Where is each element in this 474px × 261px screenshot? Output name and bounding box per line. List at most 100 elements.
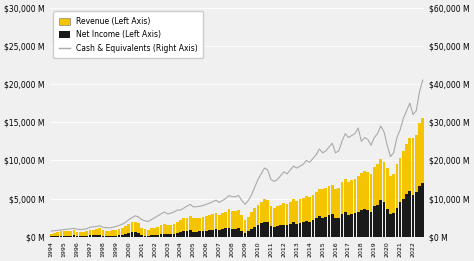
- Bar: [208, 230, 211, 237]
- Bar: [273, 227, 275, 237]
- Bar: [224, 228, 227, 237]
- Bar: [409, 191, 411, 237]
- Bar: [199, 218, 201, 237]
- Bar: [189, 216, 191, 237]
- Bar: [366, 172, 369, 237]
- Bar: [50, 234, 53, 237]
- Bar: [131, 232, 133, 237]
- Bar: [73, 230, 75, 237]
- Bar: [192, 232, 195, 237]
- Bar: [98, 228, 101, 237]
- Bar: [305, 221, 308, 237]
- Bar: [215, 213, 218, 237]
- Bar: [350, 180, 353, 237]
- Bar: [383, 162, 385, 237]
- Bar: [105, 236, 108, 237]
- Bar: [392, 174, 395, 237]
- Bar: [160, 234, 163, 237]
- Bar: [399, 203, 401, 237]
- Bar: [179, 232, 182, 237]
- Bar: [192, 218, 195, 237]
- Bar: [185, 231, 188, 237]
- Bar: [321, 218, 324, 237]
- Bar: [156, 227, 159, 237]
- Bar: [76, 232, 79, 237]
- Bar: [56, 236, 59, 237]
- Bar: [386, 168, 389, 237]
- Bar: [273, 208, 275, 237]
- Bar: [383, 203, 385, 237]
- Bar: [150, 228, 153, 237]
- Bar: [101, 230, 104, 237]
- Bar: [131, 222, 133, 237]
- Bar: [292, 199, 295, 237]
- Bar: [286, 225, 289, 237]
- Bar: [140, 228, 143, 237]
- Bar: [318, 216, 321, 237]
- Bar: [299, 223, 301, 237]
- Bar: [289, 202, 292, 237]
- Bar: [108, 231, 111, 237]
- Bar: [85, 236, 88, 237]
- Bar: [373, 167, 376, 237]
- Bar: [325, 217, 327, 237]
- Bar: [121, 235, 124, 237]
- Bar: [256, 225, 259, 237]
- Bar: [247, 217, 250, 237]
- Bar: [415, 135, 418, 237]
- Bar: [53, 236, 56, 237]
- Bar: [173, 234, 175, 237]
- Bar: [60, 236, 63, 237]
- Bar: [415, 193, 418, 237]
- Bar: [328, 186, 330, 237]
- Bar: [379, 200, 382, 237]
- Bar: [276, 206, 279, 237]
- Bar: [276, 226, 279, 237]
- Bar: [221, 213, 224, 237]
- Bar: [325, 188, 327, 237]
- Bar: [153, 228, 156, 237]
- Bar: [156, 235, 159, 237]
- Bar: [402, 151, 405, 237]
- Bar: [92, 229, 95, 237]
- Bar: [411, 195, 414, 237]
- Bar: [111, 236, 114, 237]
- Bar: [224, 212, 227, 237]
- Bar: [308, 222, 311, 237]
- Bar: [50, 236, 53, 237]
- Bar: [124, 234, 127, 237]
- Bar: [311, 220, 314, 237]
- Bar: [189, 230, 191, 237]
- Bar: [202, 231, 204, 237]
- Bar: [302, 198, 305, 237]
- Bar: [150, 235, 153, 237]
- Bar: [341, 214, 343, 237]
- Bar: [260, 202, 263, 237]
- Bar: [169, 234, 172, 237]
- Bar: [286, 204, 289, 237]
- Bar: [53, 233, 56, 237]
- Bar: [370, 174, 373, 237]
- Bar: [205, 231, 208, 237]
- Bar: [215, 229, 218, 237]
- Bar: [250, 229, 253, 237]
- Bar: [270, 226, 272, 237]
- Bar: [254, 208, 256, 237]
- Bar: [111, 230, 114, 237]
- Bar: [244, 233, 246, 237]
- Bar: [270, 206, 272, 237]
- Bar: [105, 231, 108, 237]
- Bar: [95, 235, 98, 237]
- Bar: [140, 235, 143, 237]
- Bar: [337, 218, 340, 237]
- Bar: [254, 227, 256, 237]
- Bar: [418, 123, 421, 237]
- Bar: [185, 218, 188, 237]
- Bar: [144, 229, 146, 237]
- Bar: [85, 232, 88, 237]
- Bar: [237, 210, 240, 237]
- Bar: [69, 231, 72, 237]
- Bar: [376, 164, 379, 237]
- Bar: [134, 232, 137, 237]
- Bar: [202, 217, 204, 237]
